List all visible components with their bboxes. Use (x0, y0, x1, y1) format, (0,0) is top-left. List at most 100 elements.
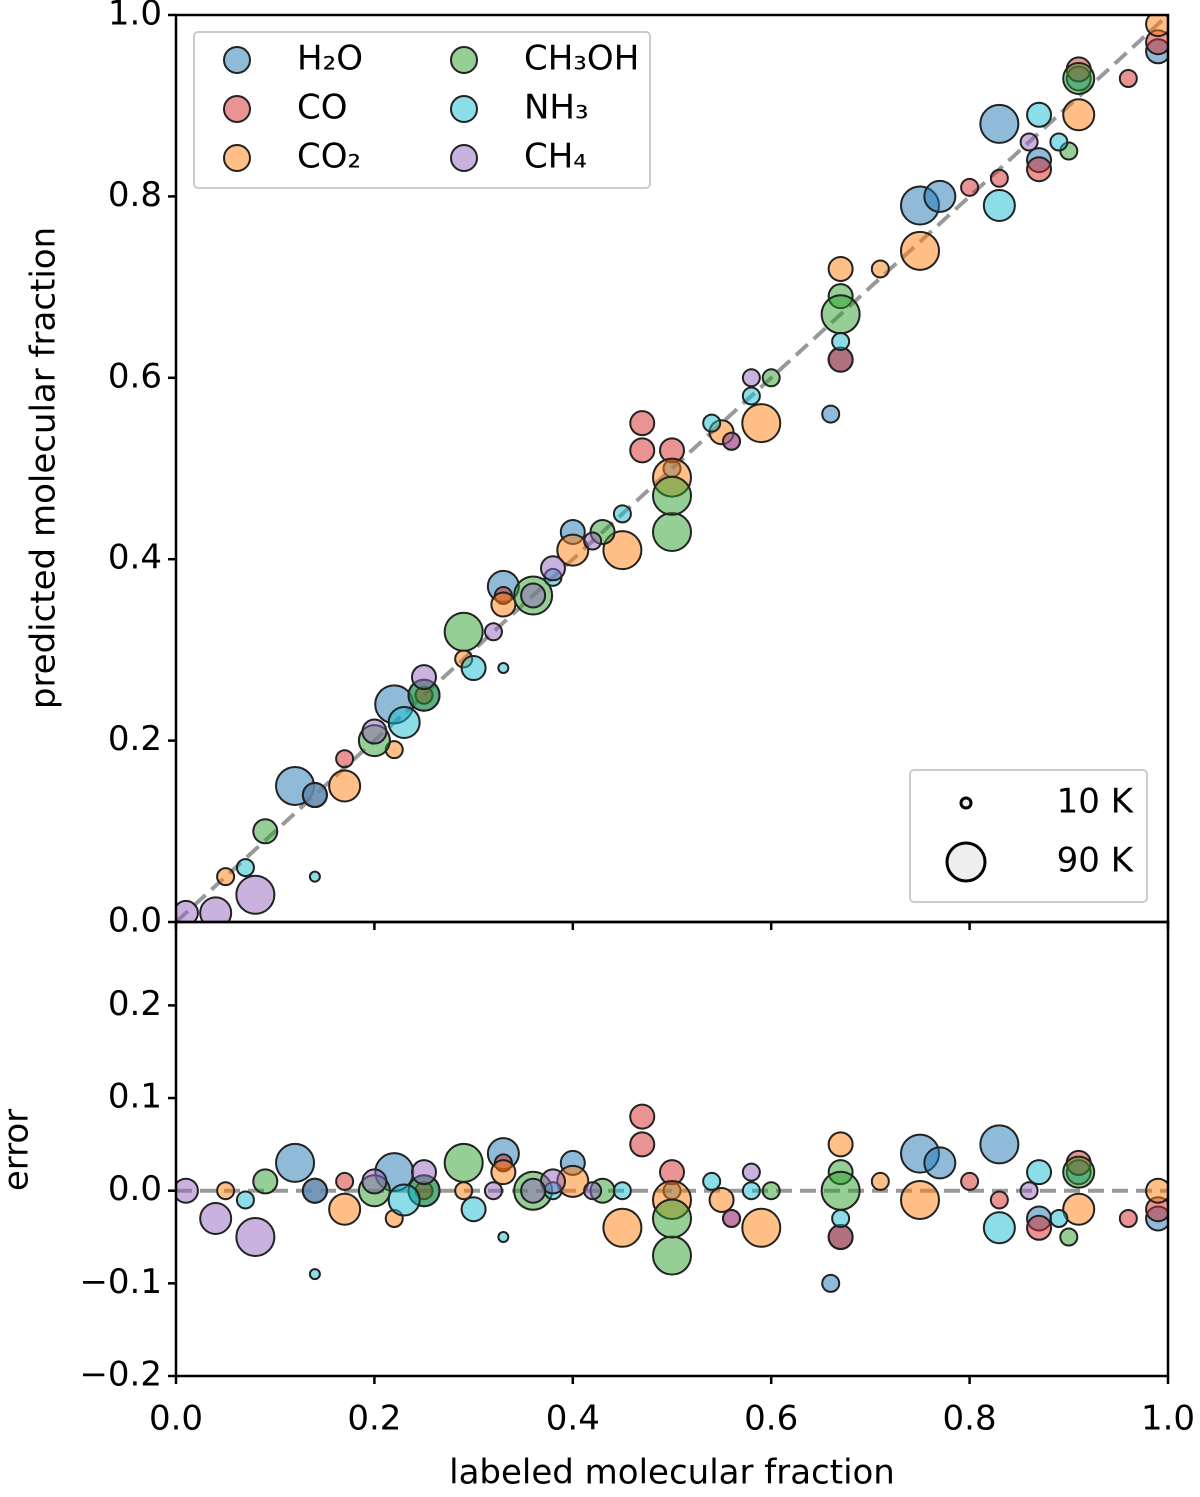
point (328, 1192, 362, 1226)
point (923, 179, 957, 213)
point (827, 1224, 854, 1251)
point (361, 1168, 388, 1195)
point (870, 1171, 890, 1191)
point (652, 475, 692, 516)
point (900, 230, 940, 271)
point (702, 1171, 722, 1191)
point (1026, 156, 1053, 183)
point (335, 1171, 355, 1191)
y-axis-label: predicted molecular fraction (24, 227, 64, 709)
point (827, 346, 854, 373)
point (335, 749, 355, 769)
legend-label: NH₃ (524, 88, 589, 128)
point (761, 1181, 781, 1201)
point (216, 1181, 236, 1201)
point (490, 1159, 517, 1186)
point (979, 1124, 1020, 1165)
point (1026, 101, 1053, 128)
plot-area (176, 15, 1168, 922)
size-legend-marker (959, 796, 973, 810)
point (443, 611, 484, 652)
point (982, 188, 1016, 222)
point (1145, 1177, 1168, 1204)
legend-label: CH₄ (524, 137, 587, 177)
x-axis-label: labeled molecular fraction (449, 1453, 895, 1493)
point (982, 1211, 1016, 1245)
point (497, 1231, 510, 1244)
point (1026, 1214, 1053, 1241)
legend-marker (450, 144, 478, 172)
point (1118, 68, 1138, 88)
y-tick-label: 0.8 (108, 175, 162, 215)
point (629, 437, 656, 464)
axes-frame (174, 920, 1170, 1378)
y-tick-label: 0.4 (108, 538, 162, 578)
point (827, 1131, 854, 1158)
point (556, 533, 590, 567)
point (1059, 1227, 1079, 1247)
point (252, 1168, 279, 1195)
point (741, 403, 782, 444)
legend-marker (223, 95, 251, 123)
point (831, 1208, 851, 1228)
point (460, 1196, 487, 1223)
point (454, 1181, 474, 1201)
point (1062, 1192, 1096, 1226)
point (722, 431, 742, 451)
size-legend-label: 90 K (1057, 841, 1135, 881)
y-tick-label: 1.0 (108, 0, 162, 34)
x-tick-label: 0.4 (546, 1399, 600, 1439)
point (361, 718, 388, 745)
point (1062, 61, 1096, 95)
point (900, 1179, 940, 1220)
point (443, 1142, 484, 1183)
point (870, 259, 890, 279)
point (923, 1146, 957, 1180)
point (820, 294, 861, 335)
legend-label: CH₃OH (524, 39, 639, 79)
y-tick-label: 0.1 (108, 1077, 162, 1117)
point (827, 255, 854, 282)
point (176, 1177, 199, 1204)
point (460, 655, 487, 682)
legend-marker (450, 95, 478, 123)
plot-area (176, 1103, 1168, 1293)
legend-label: CO (297, 88, 348, 128)
point (708, 1186, 735, 1213)
point (235, 858, 255, 878)
point (1118, 1208, 1138, 1228)
legend-marker (223, 46, 251, 74)
point (741, 1162, 761, 1182)
point (652, 511, 692, 552)
point (989, 1190, 1009, 1210)
point (821, 404, 841, 424)
y-tick-label: 0.6 (108, 356, 162, 396)
legend-label: H₂O (297, 39, 363, 79)
point (629, 1103, 656, 1130)
point (1026, 1159, 1053, 1186)
point (629, 1131, 656, 1158)
point (960, 177, 980, 197)
y-tick-label: 0.0 (108, 901, 162, 941)
x-tick-label: 0.6 (744, 1399, 798, 1439)
point (1145, 15, 1168, 38)
point (199, 896, 233, 922)
point (1019, 132, 1039, 152)
y-tick-label: 0.0 (108, 1169, 162, 1209)
point (1062, 98, 1096, 132)
point (1062, 1155, 1096, 1189)
point (252, 818, 279, 845)
point (235, 874, 276, 915)
y-axis-label: error (0, 1109, 37, 1191)
point (301, 782, 328, 809)
point (583, 1181, 603, 1201)
point (275, 1142, 316, 1183)
x-tick-label: 1.0 (1141, 1399, 1195, 1439)
point (741, 1207, 782, 1248)
point (741, 368, 761, 388)
point (387, 705, 421, 739)
point (199, 1201, 233, 1235)
legend-label: CO₂ (297, 137, 361, 177)
point (483, 1181, 503, 1201)
